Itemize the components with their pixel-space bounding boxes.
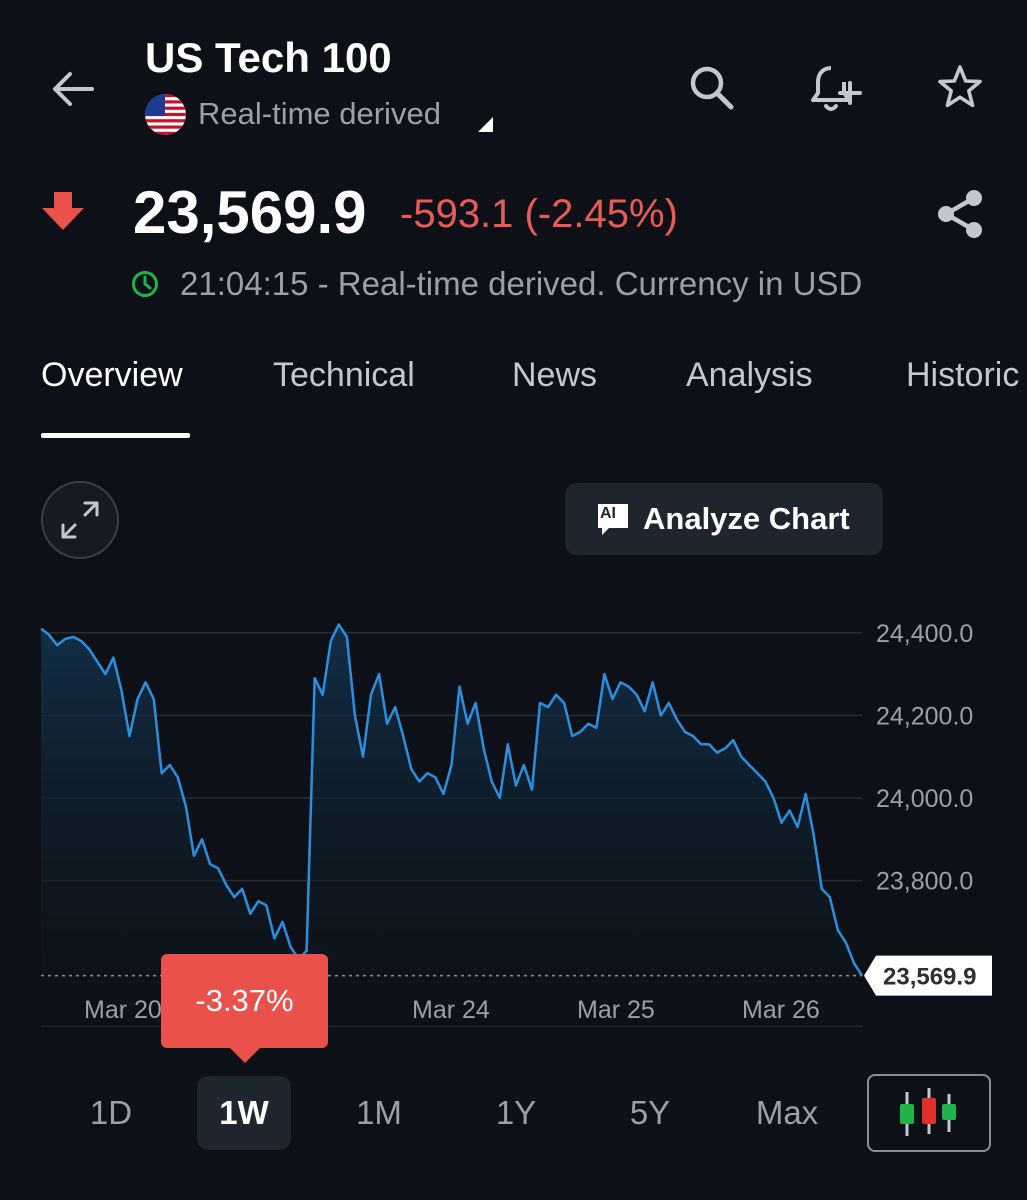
period-performance-value: -3.37% <box>161 954 328 1048</box>
y-tick-label: 23,800.0 <box>876 868 973 896</box>
current-price-label: 23,569.9 <box>883 964 976 991</box>
fullscreen-button[interactable] <box>41 481 119 559</box>
price-chart[interactable]: Mar 20 Mar 24 Mar 25 Mar 26 24,400.0 24,200.… <box>0 590 1027 1050</box>
tab-bar: Overview Technical News Analysis Histori… <box>0 340 1027 440</box>
star-watchlist-icon[interactable] <box>932 60 988 116</box>
quote-time-text: 21:04:15 - Real-time derived. Currency i… <box>180 265 863 302</box>
x-tick-label: Mar 25 <box>577 996 655 1024</box>
price-line <box>40 623 864 977</box>
last-price: 23,569.9 <box>133 179 367 246</box>
y-tick-label: 24,200.0 <box>876 702 973 730</box>
clock-icon <box>132 271 158 297</box>
quote-time-row: 21:04:15 - Real-time derived. Currency i… <box>130 262 862 306</box>
range-5y[interactable]: 5Y <box>629 1094 671 1131</box>
tab-analysis[interactable]: Analysis <box>686 356 813 394</box>
search-icon[interactable] <box>684 60 740 116</box>
ai-chat-icon: AI <box>595 501 631 537</box>
price-down-arrow-icon <box>42 192 84 230</box>
candlestick-toggle-button[interactable] <box>867 1074 991 1152</box>
us-flag-icon <box>145 93 186 135</box>
tab-technical[interactable]: Technical <box>273 356 415 394</box>
back-arrow-icon[interactable] <box>46 62 100 116</box>
price-row: 23,569.9 -593.1 (-2.45%) <box>0 170 1027 260</box>
dropdown-caret-icon[interactable] <box>478 117 493 132</box>
tab-historic[interactable]: Historic <box>906 356 1020 394</box>
candlestick-icon <box>900 1088 956 1136</box>
analyze-chart-button[interactable]: AI Analyze Chart <box>565 483 883 555</box>
current-price-tag <box>864 955 992 996</box>
share-icon[interactable] <box>930 184 990 244</box>
range-max[interactable]: Max <box>755 1094 819 1131</box>
instrument-title: US Tech 100 <box>145 34 392 81</box>
analyze-chart-label: Analyze Chart <box>643 501 850 536</box>
x-tick-label: Mar 20 <box>84 996 162 1024</box>
period-performance-badge: -3.37% <box>161 954 328 1063</box>
range-1m[interactable]: 1M <box>356 1094 402 1131</box>
add-alert-bell-icon[interactable] <box>806 60 862 116</box>
price-area-fill <box>41 624 862 1026</box>
ai-badge-text: AI <box>600 505 616 522</box>
badge-pointer <box>229 1047 261 1063</box>
exchange-selector[interactable]: Real-time derived <box>145 93 441 135</box>
y-tick-label: 24,000.0 <box>876 785 973 813</box>
time-range-selector: 1D 1W 1M 1Y 5Y Max <box>0 1072 1027 1152</box>
price-change: -593.1 (-2.45%) <box>400 192 678 236</box>
expand-arrows-icon <box>61 501 99 539</box>
range-1w[interactable]: 1W <box>197 1076 291 1150</box>
tab-overview[interactable]: Overview <box>41 356 183 394</box>
app-header: US Tech 100 Real-time derived <box>0 0 1027 160</box>
tab-news[interactable]: News <box>512 356 598 394</box>
range-1d[interactable]: 1D <box>89 1094 133 1131</box>
active-tab-indicator <box>41 433 190 438</box>
y-tick-label: 24,400.0 <box>876 620 973 648</box>
x-tick-label: Mar 24 <box>412 996 490 1024</box>
exchange-subtitle: Real-time derived <box>198 96 441 131</box>
range-1y[interactable]: 1Y <box>495 1094 537 1131</box>
x-tick-label: Mar 26 <box>742 996 820 1024</box>
